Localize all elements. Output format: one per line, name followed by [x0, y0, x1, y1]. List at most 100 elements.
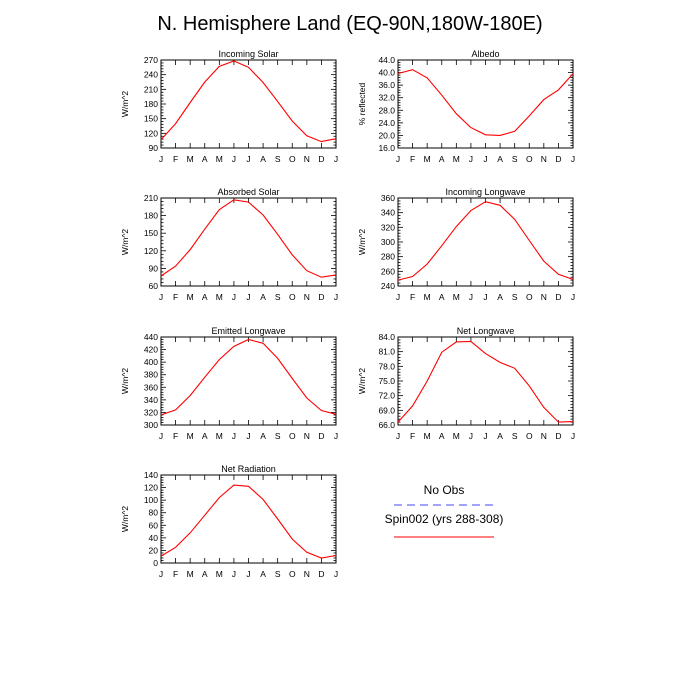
x-tick-label: A — [202, 292, 208, 302]
x-tick-label: A — [497, 431, 503, 441]
y-tick-label: 380 — [144, 370, 158, 380]
x-tick-label: M — [216, 292, 223, 302]
y-tick-label: 69.0 — [378, 405, 395, 415]
x-tick-label: A — [439, 292, 445, 302]
x-tick-label: N — [541, 154, 547, 164]
y-tick-label: 40.0 — [378, 68, 395, 78]
y-tick-label: 60 — [149, 281, 159, 291]
x-tick-label: J — [246, 154, 250, 164]
x-tick-label: J — [232, 292, 236, 302]
y-tick-label: 150 — [144, 228, 158, 238]
x-tick-label: M — [424, 154, 431, 164]
x-tick-label: J — [159, 154, 163, 164]
series-line-incoming-longwave — [397, 201, 574, 281]
series-line-incoming-solar — [160, 60, 337, 143]
x-tick-label: A — [260, 154, 266, 164]
x-tick-label: S — [275, 154, 281, 164]
y-axis-label: W/m^2 — [120, 91, 130, 117]
x-tick-label: O — [526, 292, 533, 302]
y-tick-label: 90 — [149, 263, 159, 273]
x-tick-label: J — [334, 569, 338, 579]
x-tick-label: D — [555, 154, 561, 164]
panel-title: Incoming Longwave — [445, 187, 525, 197]
x-tick-label: F — [410, 154, 415, 164]
x-tick-label: M — [216, 154, 223, 164]
y-axis-label: W/m^2 — [120, 368, 130, 394]
y-tick-label: 280 — [381, 252, 395, 262]
x-tick-label: N — [541, 431, 547, 441]
x-tick-label: J — [159, 569, 163, 579]
y-tick-label: 44.0 — [378, 55, 395, 65]
x-tick-label: F — [173, 292, 178, 302]
x-tick-label: J — [232, 569, 236, 579]
y-tick-label: 120 — [144, 128, 158, 138]
x-tick-label: J — [334, 292, 338, 302]
x-tick-label: A — [202, 154, 208, 164]
x-tick-label: J — [469, 292, 473, 302]
x-tick-label: J — [159, 292, 163, 302]
series-line-net-longwave — [397, 340, 574, 423]
y-tick-label: 72.0 — [378, 391, 395, 401]
x-tick-label: J — [232, 431, 236, 441]
x-tick-label: F — [410, 292, 415, 302]
x-tick-label: J — [469, 431, 473, 441]
y-tick-label: 300 — [144, 420, 158, 430]
plot-frame — [160, 474, 337, 564]
x-tick-label: A — [497, 154, 503, 164]
x-tick-label: J — [469, 154, 473, 164]
x-tick-label: D — [318, 569, 324, 579]
y-tick-label: 210 — [144, 84, 158, 94]
x-tick-label: D — [318, 292, 324, 302]
y-tick-label: 260 — [381, 266, 395, 276]
panel-title: Incoming Solar — [218, 49, 278, 59]
x-tick-label: J — [396, 154, 400, 164]
x-tick-label: M — [453, 431, 460, 441]
y-tick-label: 360 — [381, 193, 395, 203]
x-tick-label: N — [304, 154, 310, 164]
x-tick-label: A — [202, 569, 208, 579]
y-tick-label: 40 — [149, 533, 159, 543]
panel-title: Net Radiation — [221, 464, 276, 474]
y-tick-label: 75.0 — [378, 376, 395, 386]
x-tick-label: J — [483, 431, 487, 441]
x-tick-label: M — [187, 292, 194, 302]
x-tick-label: O — [526, 154, 533, 164]
x-tick-label: J — [571, 292, 575, 302]
x-tick-label: M — [216, 431, 223, 441]
y-axis-label: W/m^2 — [357, 368, 367, 394]
plot-frame — [160, 336, 337, 426]
x-tick-label: O — [289, 431, 296, 441]
y-tick-label: 32.0 — [378, 93, 395, 103]
x-tick-label: M — [424, 292, 431, 302]
x-tick-label: M — [424, 431, 431, 441]
x-tick-label: J — [246, 292, 250, 302]
x-tick-label: S — [512, 292, 518, 302]
y-tick-label: 16.0 — [378, 143, 395, 153]
series-line-albedo — [397, 69, 574, 136]
x-tick-label: N — [304, 569, 310, 579]
x-tick-label: A — [202, 431, 208, 441]
y-axis-label: W/m^2 — [120, 229, 130, 255]
y-tick-label: 28.0 — [378, 105, 395, 115]
panel-incoming-solar: Incoming Solar W/m^2 90 120 150 180 210 240 270 J… — [120, 49, 338, 164]
x-tick-label: O — [289, 292, 296, 302]
y-tick-label: 440 — [144, 332, 158, 342]
x-tick-label: S — [512, 154, 518, 164]
y-tick-label: 60 — [149, 520, 159, 530]
series-line-absorbed-solar — [160, 199, 337, 278]
x-tick-label: D — [555, 431, 561, 441]
y-tick-label: 360 — [144, 382, 158, 392]
x-tick-label: D — [318, 154, 324, 164]
x-tick-label: J — [246, 431, 250, 441]
plot-frame — [160, 197, 337, 287]
x-tick-label: J — [571, 431, 575, 441]
y-tick-label: 180 — [144, 99, 158, 109]
panel-emitted-longwave: Emitted Longwave W/m^2 300 320 340 360 380 400 4… — [120, 326, 338, 441]
y-tick-label: 100 — [144, 495, 158, 505]
x-tick-label: J — [334, 154, 338, 164]
y-tick-label: 340 — [144, 395, 158, 405]
panel-title: Absorbed Solar — [217, 187, 279, 197]
panel-title: Albedo — [471, 49, 499, 59]
